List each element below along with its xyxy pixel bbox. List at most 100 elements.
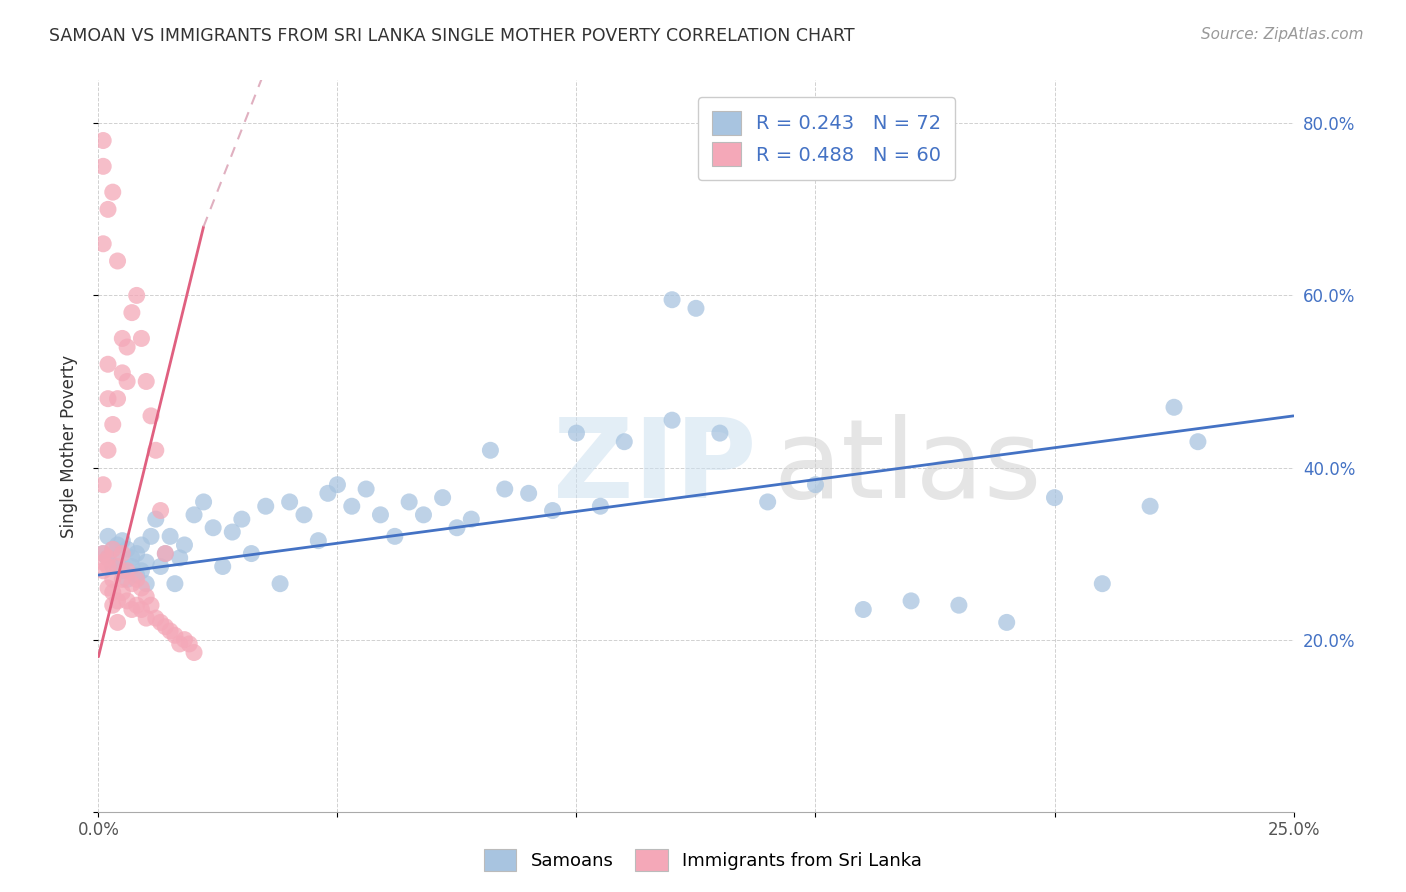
Point bbox=[111, 547, 134, 561]
Point bbox=[852, 602, 875, 616]
Point bbox=[97, 443, 120, 458]
Point bbox=[163, 628, 186, 642]
Point bbox=[97, 581, 120, 595]
Point bbox=[115, 542, 138, 557]
Point bbox=[91, 236, 114, 251]
Point bbox=[101, 185, 124, 199]
Point bbox=[135, 555, 157, 569]
Point bbox=[211, 559, 233, 574]
Point bbox=[613, 434, 636, 449]
Point bbox=[354, 482, 377, 496]
Point bbox=[107, 594, 129, 608]
Point bbox=[1187, 434, 1209, 449]
Point bbox=[756, 495, 779, 509]
Point bbox=[125, 573, 148, 587]
Point bbox=[111, 366, 134, 380]
Point bbox=[995, 615, 1018, 630]
Point bbox=[159, 529, 181, 543]
Point bbox=[709, 426, 731, 441]
Point bbox=[1091, 576, 1114, 591]
Legend: Samoans, Immigrants from Sri Lanka: Samoans, Immigrants from Sri Lanka bbox=[477, 842, 929, 879]
Point bbox=[135, 611, 157, 625]
Point bbox=[661, 293, 683, 307]
Point bbox=[135, 576, 157, 591]
Point bbox=[900, 594, 922, 608]
Point bbox=[139, 598, 162, 612]
Point bbox=[97, 550, 120, 565]
Point bbox=[121, 559, 143, 574]
Text: atlas: atlas bbox=[773, 415, 1042, 522]
Point bbox=[97, 392, 120, 406]
Point bbox=[278, 495, 301, 509]
Point bbox=[183, 646, 205, 660]
Point bbox=[517, 486, 540, 500]
Point bbox=[135, 590, 157, 604]
Point bbox=[340, 500, 363, 514]
Point bbox=[1043, 491, 1066, 505]
Point bbox=[173, 538, 195, 552]
Point bbox=[91, 547, 114, 561]
Point bbox=[565, 426, 588, 441]
Point bbox=[139, 409, 162, 423]
Point bbox=[316, 486, 339, 500]
Point bbox=[173, 632, 195, 647]
Point bbox=[107, 559, 129, 574]
Point bbox=[432, 491, 454, 505]
Point bbox=[446, 521, 468, 535]
Point bbox=[97, 529, 120, 543]
Point bbox=[121, 602, 143, 616]
Point bbox=[804, 477, 827, 491]
Point bbox=[149, 615, 172, 630]
Point bbox=[149, 503, 172, 517]
Text: ZIP: ZIP bbox=[553, 415, 756, 522]
Point bbox=[125, 547, 148, 561]
Point bbox=[384, 529, 406, 543]
Point bbox=[221, 524, 243, 539]
Point bbox=[460, 512, 482, 526]
Point bbox=[121, 550, 143, 565]
Point bbox=[292, 508, 315, 522]
Point bbox=[91, 555, 114, 569]
Point bbox=[115, 340, 138, 354]
Point bbox=[149, 559, 172, 574]
Point bbox=[111, 585, 134, 599]
Point bbox=[1139, 500, 1161, 514]
Text: SAMOAN VS IMMIGRANTS FROM SRI LANKA SINGLE MOTHER POVERTY CORRELATION CHART: SAMOAN VS IMMIGRANTS FROM SRI LANKA SING… bbox=[49, 27, 855, 45]
Text: Source: ZipAtlas.com: Source: ZipAtlas.com bbox=[1201, 27, 1364, 42]
Point bbox=[661, 413, 683, 427]
Y-axis label: Single Mother Poverty: Single Mother Poverty bbox=[59, 354, 77, 538]
Point bbox=[91, 547, 114, 561]
Point bbox=[101, 585, 124, 599]
Point bbox=[115, 375, 138, 389]
Point bbox=[202, 521, 225, 535]
Point bbox=[91, 477, 114, 491]
Point bbox=[101, 573, 124, 587]
Point bbox=[115, 594, 138, 608]
Point bbox=[111, 533, 134, 548]
Point bbox=[107, 392, 129, 406]
Point bbox=[145, 611, 167, 625]
Point bbox=[155, 547, 177, 561]
Point bbox=[125, 568, 148, 582]
Point bbox=[107, 254, 129, 268]
Point bbox=[97, 550, 120, 565]
Point bbox=[183, 508, 205, 522]
Point bbox=[107, 555, 129, 569]
Point bbox=[111, 564, 134, 578]
Point bbox=[111, 573, 134, 587]
Point bbox=[125, 288, 148, 302]
Point bbox=[169, 550, 191, 565]
Point bbox=[91, 134, 114, 148]
Point bbox=[131, 602, 153, 616]
Point bbox=[370, 508, 392, 522]
Point bbox=[541, 503, 564, 517]
Point bbox=[193, 495, 215, 509]
Point bbox=[231, 512, 253, 526]
Point bbox=[589, 500, 612, 514]
Point bbox=[269, 576, 291, 591]
Point bbox=[107, 615, 129, 630]
Point bbox=[101, 559, 124, 574]
Point bbox=[97, 559, 120, 574]
Point bbox=[97, 357, 120, 371]
Point bbox=[169, 637, 191, 651]
